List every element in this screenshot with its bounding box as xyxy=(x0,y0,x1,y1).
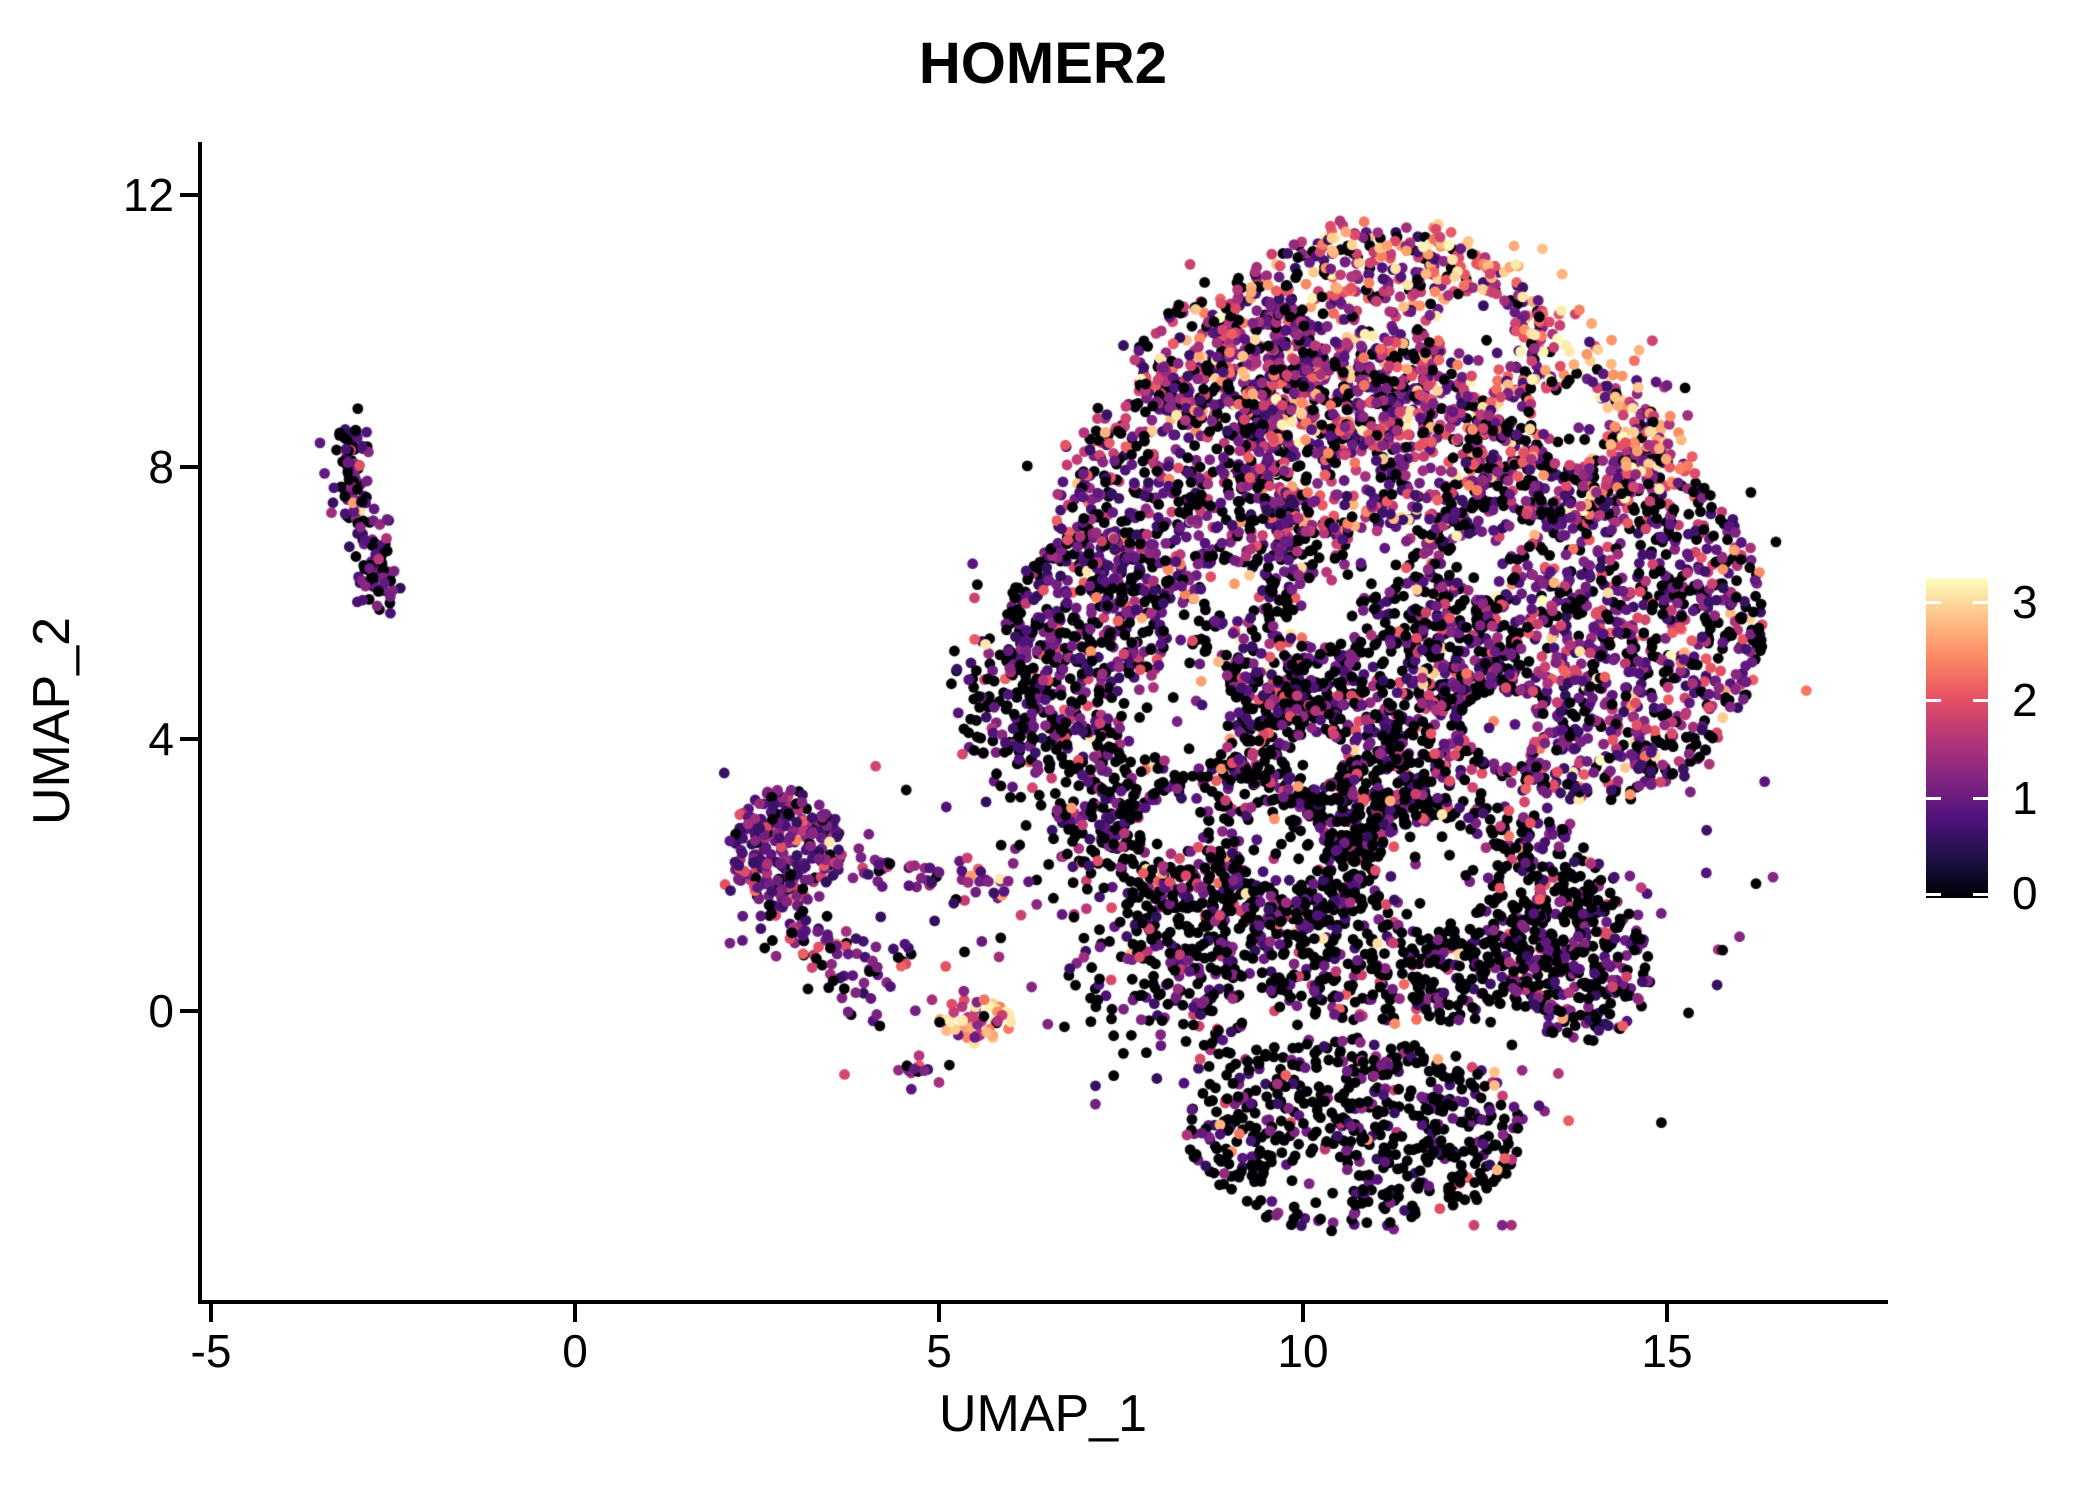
x-axis-title: UMAP_1 xyxy=(938,1385,1148,1443)
x-axis-tick xyxy=(1665,1304,1669,1322)
plot-title: HOMER2 xyxy=(918,31,1168,96)
y-axis-title: UMAP_2 xyxy=(23,616,81,826)
y-axis-line xyxy=(198,142,202,1304)
x-axis-tick xyxy=(937,1304,941,1322)
colorbar-tick-label: 2 xyxy=(2012,674,2038,726)
x-tick-label: 15 xyxy=(1641,1325,1693,1377)
y-axis-tick xyxy=(180,193,198,197)
y-tick-label: 8 xyxy=(148,441,174,493)
x-tick-label: 5 xyxy=(926,1325,952,1377)
colorbar-tick xyxy=(1926,797,1941,800)
y-tick-label: 4 xyxy=(148,713,174,765)
x-axis-line xyxy=(198,1300,1888,1304)
colorbar-tick xyxy=(1973,797,1988,800)
x-axis-tick xyxy=(209,1304,213,1322)
y-tick-label: 0 xyxy=(148,985,174,1037)
x-tick-label: -5 xyxy=(190,1325,232,1377)
y-tick-label: 12 xyxy=(122,169,174,221)
colorbar-tick-label: 0 xyxy=(2012,867,2038,919)
y-axis-tick xyxy=(180,1009,198,1013)
colorbar-tick-label: 3 xyxy=(2012,576,2038,628)
colorbar-tick xyxy=(1926,601,1941,604)
x-axis-tick xyxy=(573,1304,577,1322)
colorbar-tick xyxy=(1973,893,1988,896)
x-tick-label: 0 xyxy=(562,1325,588,1377)
colorbar-gradient xyxy=(1926,578,1988,898)
x-axis-tick xyxy=(1301,1304,1305,1322)
colorbar-tick-label: 1 xyxy=(2012,772,2038,824)
colorbar-tick xyxy=(1973,699,1988,702)
x-tick-label: 10 xyxy=(1277,1325,1329,1377)
colorbar-tick xyxy=(1926,699,1941,702)
y-axis-tick xyxy=(180,465,198,469)
y-axis-tick xyxy=(180,737,198,741)
colorbar-tick xyxy=(1926,893,1941,896)
colorbar-tick xyxy=(1973,601,1988,604)
